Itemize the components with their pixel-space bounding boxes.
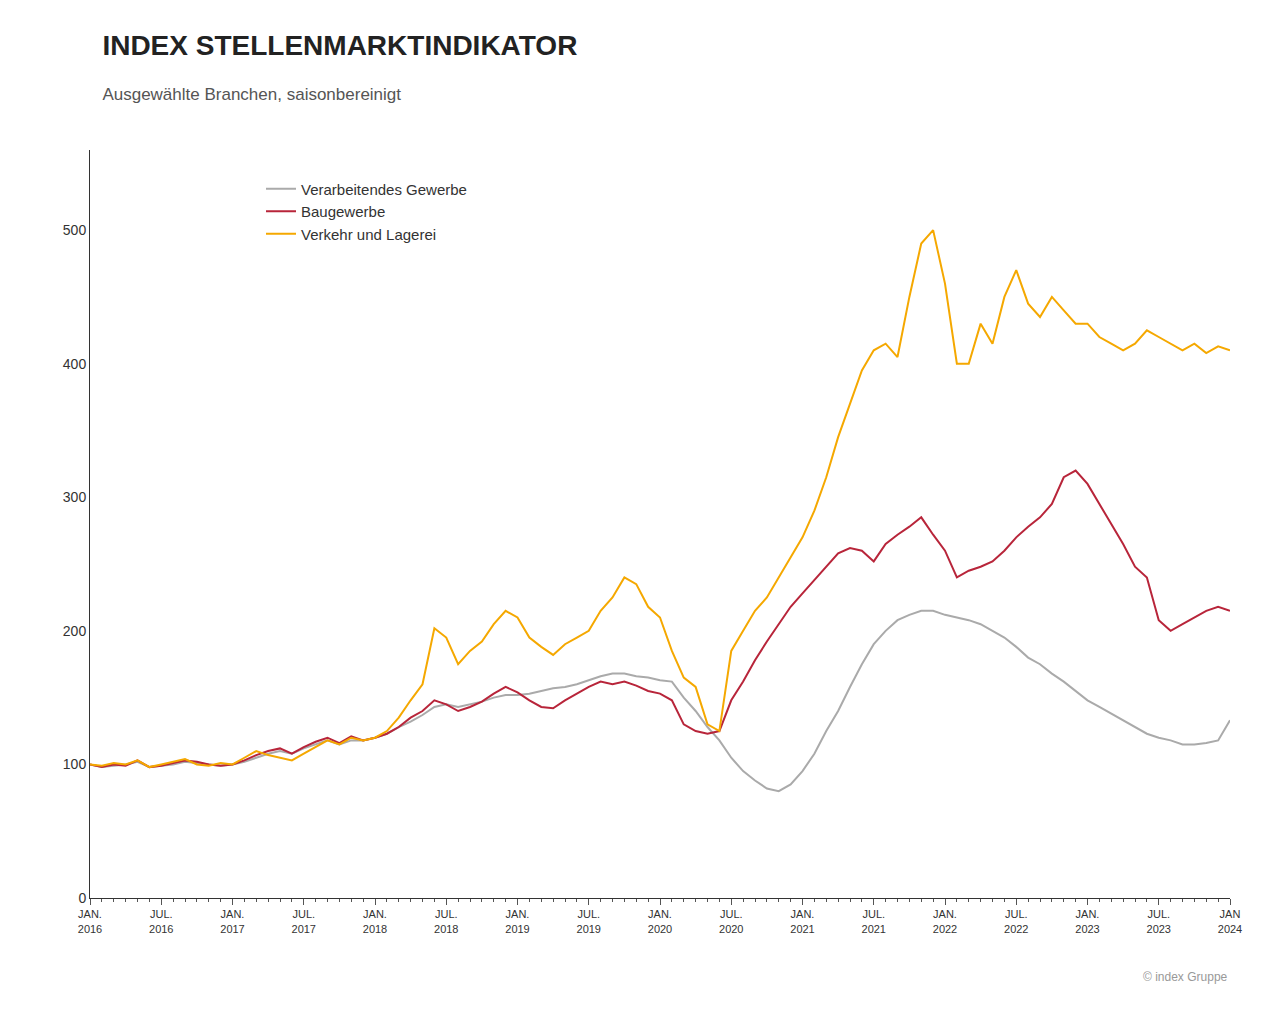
svg-text:Verarbeitendes Gewerbe: Verarbeitendes Gewerbe: [301, 181, 467, 198]
svg-text:JAN.2019: JAN.2019: [505, 908, 529, 934]
svg-text:JAN.2016: JAN.2016: [78, 908, 102, 934]
svg-text:JUL.2022: JUL.2022: [1004, 908, 1028, 934]
svg-text:Verkehr und Lagerei: Verkehr und Lagerei: [301, 226, 436, 243]
svg-text:JAN.2023: JAN.2023: [1075, 908, 1099, 934]
svg-text:JUL.2017: JUL.2017: [292, 908, 316, 934]
svg-text:JAN.2021: JAN.2021: [790, 908, 814, 934]
svg-text:INDEX STELLENMARKTINDIKATOR: INDEX STELLENMARKTINDIKATOR: [102, 30, 577, 61]
svg-text:JUL.2021: JUL.2021: [862, 908, 886, 934]
svg-text:200: 200: [63, 623, 87, 639]
svg-text:400: 400: [63, 356, 87, 372]
svg-text:JUL.2016: JUL.2016: [149, 908, 173, 934]
svg-text:JUL.2020: JUL.2020: [719, 908, 743, 934]
svg-text:© index Gruppe: © index Gruppe: [1143, 970, 1228, 984]
svg-text:JAN.2020: JAN.2020: [648, 908, 672, 934]
svg-text:JAN.2022: JAN.2022: [933, 908, 957, 934]
svg-text:Baugewerbe: Baugewerbe: [301, 203, 385, 220]
svg-text:500: 500: [63, 222, 87, 238]
svg-text:Ausgewählte Branchen, saisonbe: Ausgewählte Branchen, saisonbereinigt: [102, 85, 401, 104]
svg-text:0: 0: [78, 890, 86, 906]
svg-text:JUL.2023: JUL.2023: [1147, 908, 1171, 934]
svg-text:JAN.2017: JAN.2017: [220, 908, 244, 934]
svg-text:JAN2024: JAN2024: [1218, 908, 1242, 934]
svg-text:JUL.2018: JUL.2018: [434, 908, 458, 934]
svg-text:300: 300: [63, 489, 87, 505]
svg-text:100: 100: [63, 756, 87, 772]
svg-text:JAN.2018: JAN.2018: [363, 908, 387, 934]
svg-text:JUL.2019: JUL.2019: [577, 908, 601, 934]
